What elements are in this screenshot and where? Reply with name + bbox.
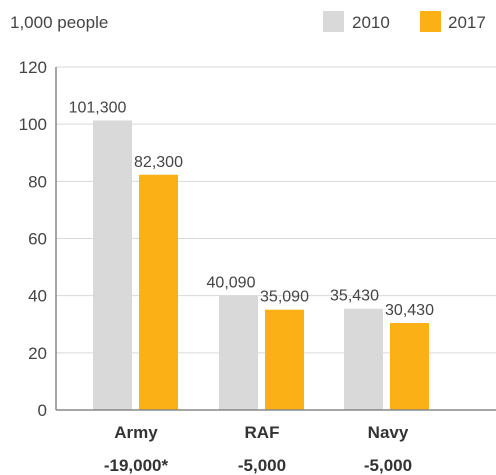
bar-navy-2010 bbox=[344, 308, 383, 410]
bar-navy-2017 bbox=[390, 323, 429, 410]
change-label-raf: -5,000 bbox=[238, 456, 286, 475]
legend-label-2017: 2017 bbox=[448, 13, 486, 32]
change-labels: -19,000* -5,000 -5,000 bbox=[104, 456, 412, 475]
bar-army-2017 bbox=[139, 174, 178, 410]
data-label-navy-2010: 35,430 bbox=[330, 288, 379, 305]
y-tick-label: 100 bbox=[19, 115, 47, 134]
legend-swatch-2017 bbox=[420, 11, 441, 32]
change-label-army: -19,000* bbox=[104, 456, 169, 475]
bars bbox=[93, 120, 429, 410]
y-axis-ticks: 0 20 40 60 80 100 120 bbox=[19, 58, 47, 420]
change-label-navy: -5,000 bbox=[364, 456, 412, 475]
legend-swatch-2010 bbox=[323, 11, 344, 32]
category-label-army: Army bbox=[114, 423, 158, 442]
y-tick-label: 60 bbox=[28, 230, 47, 249]
data-label-army-2010: 101,300 bbox=[69, 99, 127, 116]
legend-label-2010: 2010 bbox=[352, 13, 390, 32]
category-label-navy: Navy bbox=[368, 423, 409, 442]
unit-label: 1,000 people bbox=[10, 13, 108, 32]
data-label-raf-2010: 40,090 bbox=[207, 274, 256, 291]
data-label-navy-2017: 30,430 bbox=[385, 302, 434, 319]
data-label-army-2017: 82,300 bbox=[134, 154, 183, 171]
bar-army-2010 bbox=[93, 120, 132, 410]
category-labels: Army RAF Navy bbox=[114, 423, 409, 442]
y-tick-label: 0 bbox=[38, 401, 47, 420]
y-tick-label: 20 bbox=[28, 344, 47, 363]
y-tick-label: 120 bbox=[19, 58, 47, 77]
legend: 2010 2017 bbox=[323, 11, 486, 32]
bar-raf-2010 bbox=[219, 295, 258, 410]
bar-raf-2017 bbox=[265, 309, 304, 410]
category-label-raf: RAF bbox=[245, 423, 280, 442]
y-tick-label: 80 bbox=[28, 172, 47, 191]
data-label-raf-2017: 35,090 bbox=[260, 289, 309, 306]
y-tick-label: 40 bbox=[28, 287, 47, 306]
